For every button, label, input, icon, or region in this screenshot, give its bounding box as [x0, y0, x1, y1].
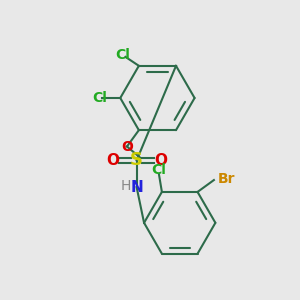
Text: Br: Br — [218, 172, 235, 186]
Text: O: O — [121, 140, 133, 154]
Text: O: O — [154, 153, 167, 168]
Text: S: S — [130, 152, 143, 169]
Text: N: N — [130, 180, 143, 195]
Text: Cl: Cl — [116, 47, 130, 61]
Text: O: O — [106, 153, 119, 168]
Text: Cl: Cl — [92, 91, 107, 105]
Text: Cl: Cl — [152, 163, 166, 177]
Text: H: H — [120, 179, 130, 193]
